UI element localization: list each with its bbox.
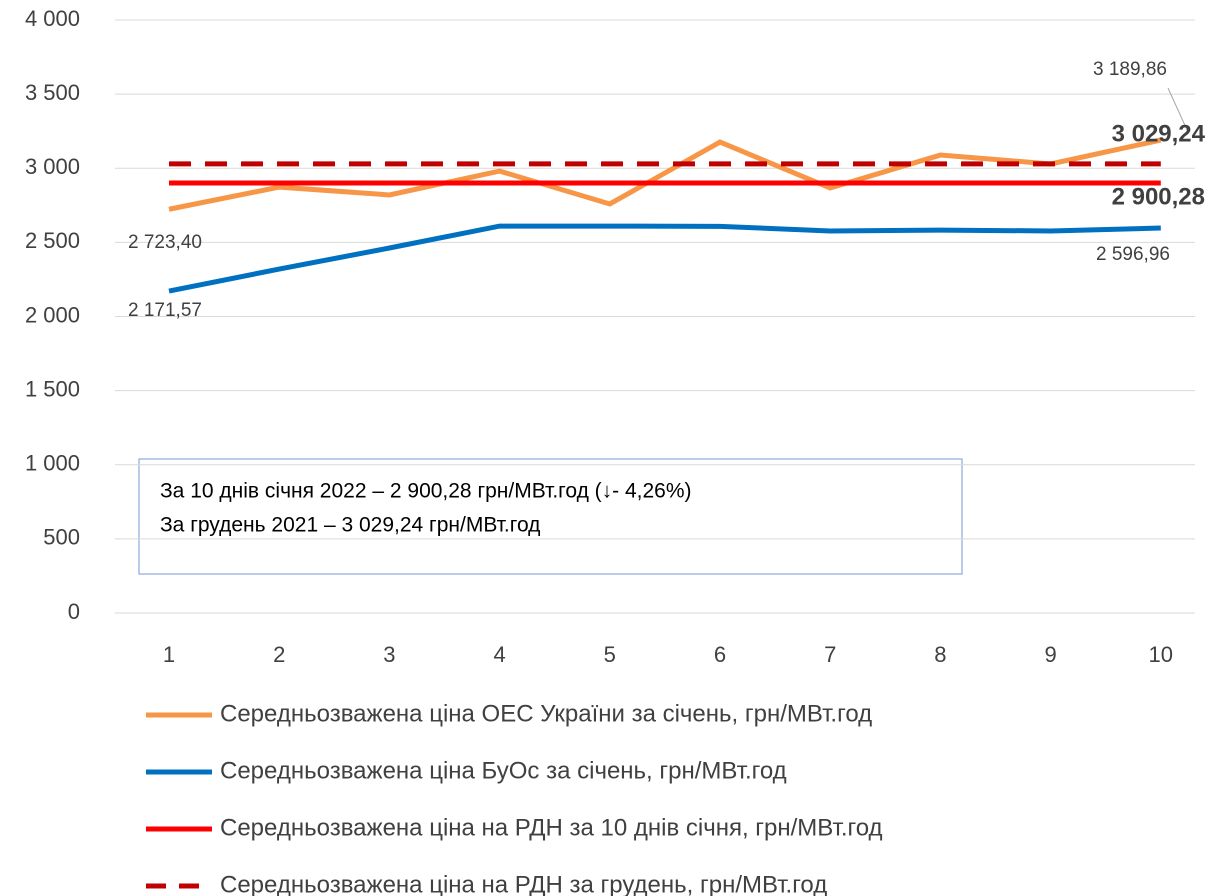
data-label: 2 900,28 [1112,183,1205,210]
y-tick-label: 3 000 [25,154,80,179]
y-tick-label: 2 000 [25,302,80,327]
x-tick-label: 6 [714,642,726,667]
legend-label: Середньозважена ціна БуОс за січень, грн… [220,757,787,784]
data-label: 2 171,57 [128,300,202,321]
x-tick-label: 2 [273,642,285,667]
legend-label: Середньозважена ціна на РДН за грудень, … [220,871,827,896]
y-tick-label: 1 000 [25,451,80,476]
x-tick-label: 5 [604,642,616,667]
x-tick-label: 7 [824,642,836,667]
annotation: За грудень 2021 – 3 029,24 грн/МВт.год [160,514,540,537]
legend-label: Середньозважена ціна ОЕС України за січе… [220,700,872,727]
y-tick-label: 0 [68,599,80,624]
y-tick-label: 4 000 [25,6,80,31]
data-label: 3 189,86 [1093,59,1167,80]
series-line [168,223,1161,294]
data-label: 2 596,96 [1096,244,1170,265]
x-tick-label: 10 [1149,642,1173,667]
x-tick-label: 8 [934,642,946,667]
series-line [168,137,1162,212]
annotation-box [138,458,963,575]
x-tick-label: 4 [493,642,505,667]
data-label: 2 723,40 [128,232,202,253]
y-tick-label: 2 500 [25,228,80,253]
y-tick-label: 1 500 [25,376,80,401]
leader-line [1167,87,1189,133]
x-tick-label: 3 [383,642,395,667]
x-tick-label: 1 [163,642,175,667]
data-label: 3 029,24 [1112,120,1206,147]
legend-label: Середньозважена ціна на РДН за 10 днів с… [220,814,883,841]
y-tick-label: 3 500 [25,80,80,105]
annotation: За 10 днів січня 2022 – 2 900,28 грн/МВт… [160,480,692,503]
y-tick-label: 500 [43,525,80,550]
x-tick-label: 9 [1044,642,1056,667]
